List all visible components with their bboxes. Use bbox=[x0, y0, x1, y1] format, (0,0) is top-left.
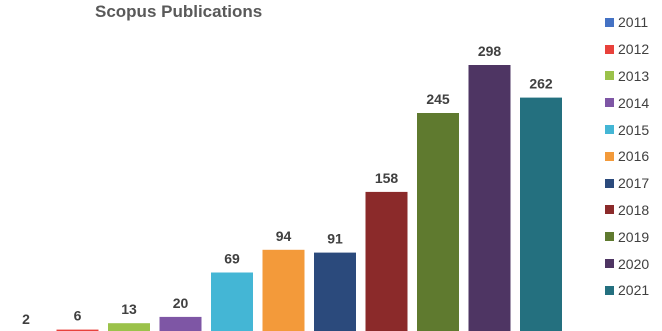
legend-label: 2012 bbox=[618, 41, 649, 57]
data-label-2017: 91 bbox=[327, 231, 343, 247]
legend: 2011 2012 2013 2014 2015 2016 2017 2018 2019 2020… bbox=[605, 9, 649, 304]
bar-2020 bbox=[469, 65, 511, 331]
legend-item-2011: 2011 bbox=[605, 9, 649, 36]
data-label-2021: 262 bbox=[529, 76, 553, 92]
legend-label: 2021 bbox=[618, 282, 649, 298]
data-label-2011: 2 bbox=[22, 311, 30, 327]
legend-item-2015: 2015 bbox=[605, 116, 649, 143]
legend-item-2013: 2013 bbox=[605, 63, 649, 90]
legend-swatch bbox=[605, 259, 614, 268]
legend-swatch bbox=[605, 18, 614, 27]
legend-item-2018: 2018 bbox=[605, 197, 649, 224]
legend-swatch bbox=[605, 98, 614, 107]
legend-label: 2014 bbox=[618, 95, 649, 111]
legend-item-2012: 2012 bbox=[605, 36, 649, 63]
legend-item-2019: 2019 bbox=[605, 223, 649, 250]
bar-2013 bbox=[108, 323, 150, 331]
legend-label: 2017 bbox=[618, 175, 649, 191]
data-label-2015: 69 bbox=[224, 251, 240, 267]
data-label-2020: 298 bbox=[478, 43, 502, 59]
legend-swatch bbox=[605, 205, 614, 214]
bar-2015 bbox=[211, 273, 253, 331]
legend-swatch bbox=[605, 232, 614, 241]
data-label-2012: 6 bbox=[74, 308, 82, 324]
bar-2018 bbox=[366, 192, 408, 331]
legend-swatch bbox=[605, 71, 614, 80]
legend-label: 2018 bbox=[618, 202, 649, 218]
legend-label: 2016 bbox=[618, 148, 649, 164]
legend-swatch bbox=[605, 45, 614, 54]
bar-2016 bbox=[263, 250, 305, 331]
legend-item-2016: 2016 bbox=[605, 143, 649, 170]
legend-label: 2019 bbox=[618, 229, 649, 245]
data-label-2016: 94 bbox=[276, 228, 292, 244]
data-label-2013: 13 bbox=[121, 301, 137, 317]
legend-label: 2015 bbox=[618, 122, 649, 138]
legend-swatch bbox=[605, 286, 614, 295]
legend-label: 2011 bbox=[618, 14, 648, 30]
bar-plot: 2 6 13 20 69 94 91 158 245 298 262 bbox=[0, 0, 600, 331]
legend-swatch bbox=[605, 179, 614, 188]
legend-item-2017: 2017 bbox=[605, 170, 649, 197]
legend-label: 2020 bbox=[618, 256, 649, 272]
bar-2019 bbox=[417, 113, 459, 331]
legend-swatch bbox=[605, 125, 614, 134]
legend-swatch bbox=[605, 152, 614, 161]
bar-2014 bbox=[160, 317, 202, 331]
data-label-2019: 245 bbox=[426, 91, 450, 107]
bar-2021 bbox=[520, 98, 562, 331]
legend-label: 2013 bbox=[618, 68, 649, 84]
bar-2017 bbox=[314, 253, 356, 331]
legend-item-2020: 2020 bbox=[605, 250, 649, 277]
data-label-2014: 20 bbox=[173, 295, 189, 311]
data-label-2018: 158 bbox=[375, 170, 399, 186]
legend-item-2021: 2021 bbox=[605, 277, 649, 304]
legend-item-2014: 2014 bbox=[605, 89, 649, 116]
